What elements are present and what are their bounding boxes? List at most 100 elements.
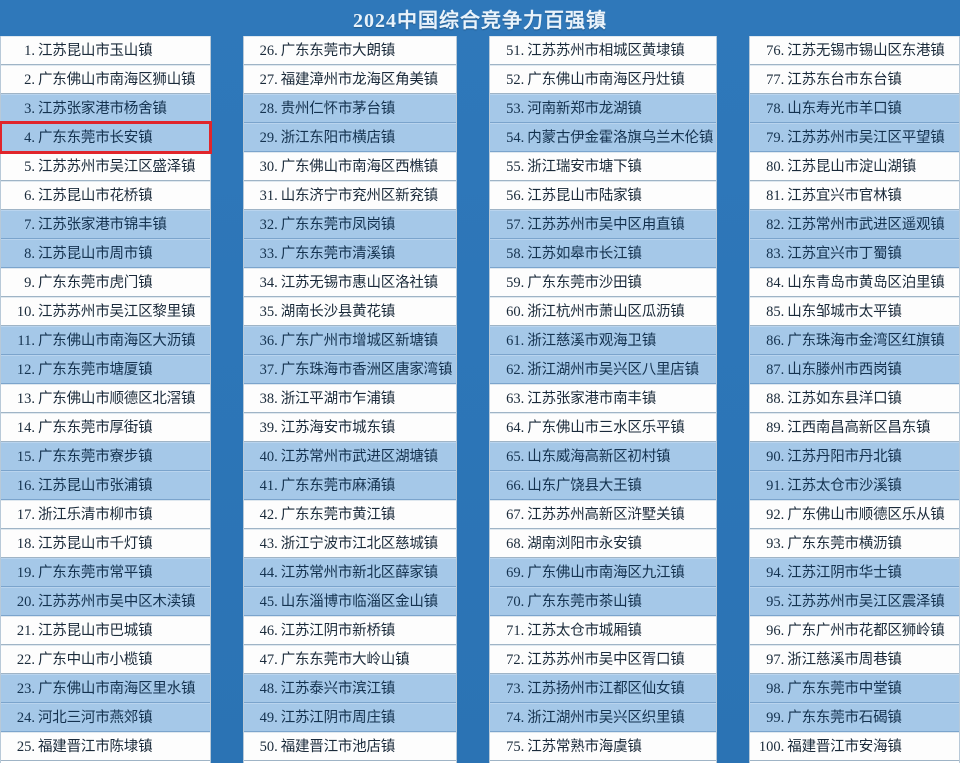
ranking-row[interactable]: 87. 山东滕州市西岗镇 — [750, 355, 959, 384]
ranking-row[interactable]: 20. 江苏苏州市吴中区木渎镇 — [1, 587, 210, 616]
ranking-row[interactable]: 32. 广东东莞市凤岗镇 — [243, 210, 457, 239]
ranking-row[interactable]: 86. 广东珠海市金湾区红旗镇 — [750, 326, 959, 355]
ranking-row[interactable]: 80. 江苏昆山市淀山湖镇 — [750, 152, 959, 181]
ranking-row[interactable]: 83. 江苏宜兴市丁蜀镇 — [750, 239, 959, 268]
ranking-row[interactable]: 50. 福建晋江市池店镇 — [243, 732, 457, 761]
ranking-row[interactable]: 9. 广东东莞市虎门镇 — [1, 268, 210, 297]
ranking-row[interactable]: 48. 江苏泰兴市滨江镇 — [243, 674, 457, 703]
ranking-row[interactable]: 65. 山东威海高新区初村镇 — [490, 442, 717, 471]
ranking-row[interactable]: 89. 江西南昌高新区昌东镇 — [750, 413, 959, 442]
ranking-row[interactable]: 41. 广东东莞市麻涌镇 — [243, 471, 457, 500]
ranking-row[interactable]: 26. 广东东莞市大朗镇 — [243, 36, 457, 65]
ranking-row[interactable]: 61. 浙江慈溪市观海卫镇 — [490, 326, 717, 355]
ranking-row[interactable]: 100. 福建晋江市安海镇 — [750, 732, 959, 761]
ranking-row[interactable]: 62. 浙江湖州市吴兴区八里店镇 — [490, 355, 717, 384]
ranking-row[interactable]: 42. 广东东莞市黄江镇 — [243, 500, 457, 529]
ranking-row[interactable]: 30. 广东佛山市南海区西樵镇 — [243, 152, 457, 181]
ranking-row[interactable]: 33. 广东东莞市清溪镇 — [243, 239, 457, 268]
ranking-row[interactable]: 88. 江苏如东县洋口镇 — [750, 384, 959, 413]
ranking-row[interactable]: 43. 浙江宁波市江北区慈城镇 — [243, 529, 457, 558]
ranking-row[interactable]: 72. 江苏苏州市吴中区胥口镇 — [490, 645, 717, 674]
ranking-row[interactable]: 19. 广东东莞市常平镇 — [1, 558, 210, 587]
ranking-row[interactable]: 37. 广东珠海市香洲区唐家湾镇 — [243, 355, 457, 384]
ranking-row[interactable]: 56. 江苏昆山市陆家镇 — [490, 181, 717, 210]
ranking-row[interactable]: 75. 江苏常熟市海虞镇 — [490, 732, 717, 761]
ranking-row[interactable]: 15. 广东东莞市寮步镇 — [1, 442, 210, 471]
ranking-row[interactable]: 51. 江苏苏州市相城区黄埭镇 — [490, 36, 717, 65]
ranking-row[interactable]: 14. 广东东莞市厚街镇 — [1, 413, 210, 442]
ranking-row[interactable]: 84. 山东青岛市黄岛区泊里镇 — [750, 268, 959, 297]
ranking-row[interactable]: 76. 江苏无锡市锡山区东港镇 — [750, 36, 959, 65]
ranking-row[interactable]: 23. 广东佛山市南海区里水镇 — [1, 674, 210, 703]
ranking-row[interactable]: 69. 广东佛山市南海区九江镇 — [490, 558, 717, 587]
ranking-row[interactable]: 78. 山东寿光市羊口镇 — [750, 94, 959, 123]
ranking-row[interactable]: 53. 河南新郑市龙湖镇 — [490, 94, 717, 123]
ranking-row[interactable]: 40. 江苏常州市武进区湖塘镇 — [243, 442, 457, 471]
ranking-row[interactable]: 10. 江苏苏州市吴江区黎里镇 — [1, 297, 210, 326]
ranking-row[interactable]: 85. 山东邹城市太平镇 — [750, 297, 959, 326]
ranking-row[interactable]: 11. 广东佛山市南海区大沥镇 — [1, 326, 210, 355]
ranking-row[interactable]: 12. 广东东莞市塘厦镇 — [1, 355, 210, 384]
ranking-row[interactable]: 71. 江苏太仓市城厢镇 — [490, 616, 717, 645]
ranking-row[interactable]: 67. 江苏苏州高新区浒墅关镇 — [490, 500, 717, 529]
ranking-row[interactable]: 7. 江苏张家港市锦丰镇 — [1, 210, 210, 239]
ranking-row[interactable]: 81. 江苏宜兴市官林镇 — [750, 181, 959, 210]
ranking-row[interactable]: 94. 江苏江阴市华士镇 — [750, 558, 959, 587]
ranking-row[interactable]: 64. 广东佛山市三水区乐平镇 — [490, 413, 717, 442]
ranking-row[interactable]: 57. 江苏苏州市吴中区甪直镇 — [490, 210, 717, 239]
ranking-row[interactable]: 59. 广东东莞市沙田镇 — [490, 268, 717, 297]
ranking-row[interactable]: 28. 贵州仁怀市茅台镇 — [243, 94, 457, 123]
ranking-row[interactable]: 54. 内蒙古伊金霍洛旗乌兰木伦镇 — [490, 123, 717, 152]
ranking-row[interactable]: 39. 江苏海安市城东镇 — [243, 413, 457, 442]
ranking-row[interactable]: 1. 江苏昆山市玉山镇 — [1, 36, 210, 65]
ranking-row[interactable]: 3. 江苏张家港市杨舍镇 — [1, 94, 210, 123]
ranking-row[interactable]: 18. 江苏昆山市千灯镇 — [1, 529, 210, 558]
ranking-row[interactable]: 90. 江苏丹阳市丹北镇 — [750, 442, 959, 471]
ranking-row[interactable]: 49. 江苏江阴市周庄镇 — [243, 703, 457, 732]
ranking-row[interactable]: 31. 山东济宁市兖州区新兖镇 — [243, 181, 457, 210]
ranking-row[interactable]: 36. 广东广州市增城区新塘镇 — [243, 326, 457, 355]
ranking-row[interactable]: 66. 山东广饶县大王镇 — [490, 471, 717, 500]
ranking-row[interactable]: 24. 河北三河市燕郊镇 — [1, 703, 210, 732]
ranking-row[interactable]: 13. 广东佛山市顺德区北滘镇 — [1, 384, 210, 413]
ranking-row[interactable]: 21. 江苏昆山市巴城镇 — [1, 616, 210, 645]
ranking-row[interactable]: 35. 湖南长沙县黄花镇 — [243, 297, 457, 326]
ranking-row[interactable]: 70. 广东东莞市茶山镇 — [490, 587, 717, 616]
ranking-row[interactable]: 77. 江苏东台市东台镇 — [750, 65, 959, 94]
ranking-row[interactable]: 55. 浙江瑞安市塘下镇 — [490, 152, 717, 181]
ranking-row[interactable]: 73. 江苏扬州市江都区仙女镇 — [490, 674, 717, 703]
ranking-row[interactable]: 25. 福建晋江市陈埭镇 — [1, 732, 210, 761]
ranking-row[interactable]: 82. 江苏常州市武进区遥观镇 — [750, 210, 959, 239]
ranking-row[interactable]: 95. 江苏苏州市吴江区震泽镇 — [750, 587, 959, 616]
ranking-row[interactable]: 58. 江苏如皋市长江镇 — [490, 239, 717, 268]
ranking-row[interactable]: 68. 湖南浏阳市永安镇 — [490, 529, 717, 558]
ranking-row[interactable]: 98. 广东东莞市中堂镇 — [750, 674, 959, 703]
ranking-row[interactable]: 46. 江苏江阴市新桥镇 — [243, 616, 457, 645]
ranking-row[interactable]: 16. 江苏昆山市张浦镇 — [1, 471, 210, 500]
ranking-row[interactable]: 91. 江苏太仓市沙溪镇 — [750, 471, 959, 500]
ranking-row[interactable]: 74. 浙江湖州市吴兴区织里镇 — [490, 703, 717, 732]
ranking-row[interactable]: 22. 广东中山市小榄镇 — [1, 645, 210, 674]
ranking-row[interactable]: 8. 江苏昆山市周市镇 — [1, 239, 210, 268]
ranking-row[interactable]: 47. 广东东莞市大岭山镇 — [243, 645, 457, 674]
ranking-row[interactable]: 63. 江苏张家港市南丰镇 — [490, 384, 717, 413]
ranking-row[interactable]: 60. 浙江杭州市萧山区瓜沥镇 — [490, 297, 717, 326]
ranking-row[interactable]: 44. 江苏常州市新北区薛家镇 — [243, 558, 457, 587]
ranking-row[interactable]: 6. 江苏昆山市花桥镇 — [1, 181, 210, 210]
ranking-row[interactable]: 93. 广东东莞市横沥镇 — [750, 529, 959, 558]
ranking-row[interactable]: 4. 广东东莞市长安镇 — [0, 121, 212, 154]
ranking-row[interactable]: 27. 福建漳州市龙海区角美镇 — [243, 65, 457, 94]
ranking-row[interactable]: 45. 山东淄博市临淄区金山镇 — [243, 587, 457, 616]
ranking-row[interactable]: 97. 浙江慈溪市周巷镇 — [750, 645, 959, 674]
ranking-row[interactable]: 34. 江苏无锡市惠山区洛社镇 — [243, 268, 457, 297]
ranking-row[interactable]: 2. 广东佛山市南海区狮山镇 — [1, 65, 210, 94]
ranking-row[interactable]: 52. 广东佛山市南海区丹灶镇 — [490, 65, 717, 94]
ranking-row[interactable]: 29. 浙江东阳市横店镇 — [243, 123, 457, 152]
ranking-row[interactable]: 17. 浙江乐清市柳市镇 — [1, 500, 210, 529]
ranking-row[interactable]: 92. 广东佛山市顺德区乐从镇 — [750, 500, 959, 529]
ranking-row[interactable]: 5. 江苏苏州市吴江区盛泽镇 — [1, 152, 210, 181]
ranking-row[interactable]: 38. 浙江平湖市乍浦镇 — [243, 384, 457, 413]
ranking-row[interactable]: 96. 广东广州市花都区狮岭镇 — [750, 616, 959, 645]
ranking-row[interactable]: 79. 江苏苏州市吴江区平望镇 — [750, 123, 959, 152]
ranking-row[interactable]: 99. 广东东莞市石碣镇 — [750, 703, 959, 732]
